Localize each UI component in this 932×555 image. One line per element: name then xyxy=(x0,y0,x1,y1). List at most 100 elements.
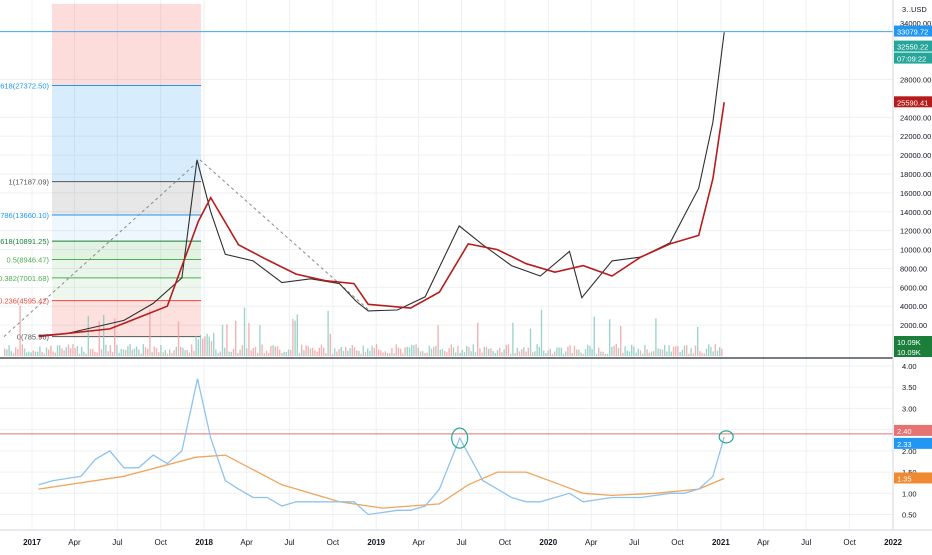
volume-bar xyxy=(675,346,677,356)
volume-bar xyxy=(125,349,127,356)
volume-bar xyxy=(188,352,191,356)
volume-bar xyxy=(41,351,43,356)
highlight-circle[interactable] xyxy=(451,427,469,449)
volume-bar xyxy=(166,353,169,356)
price-tick-label: 8000.00 xyxy=(900,264,927,273)
volume-bar xyxy=(263,353,265,356)
volume-bar xyxy=(719,347,721,356)
volume-bar xyxy=(43,353,45,356)
volume-bar xyxy=(417,347,419,356)
price-tick-label: 28000.00 xyxy=(900,76,931,85)
volume-bar xyxy=(296,314,298,356)
volume-bar xyxy=(15,347,17,356)
price-pane[interactable] xyxy=(0,31,893,338)
fib-level-label: 0.382(7001.68) xyxy=(0,274,50,283)
volume-bar xyxy=(360,353,362,356)
volume-bar xyxy=(397,347,400,356)
volume-bar xyxy=(609,319,611,356)
time-tick-label: Jul xyxy=(112,538,122,547)
ratio-line[interactable] xyxy=(38,378,725,516)
volume-bar xyxy=(120,349,122,356)
volume-bar xyxy=(510,353,512,356)
volume-bar xyxy=(714,344,716,356)
fib-zone xyxy=(52,259,201,278)
price-tick-label: 2000.00 xyxy=(900,321,927,330)
volume-bar xyxy=(611,346,613,356)
volume-bar xyxy=(679,352,681,356)
fib-level-label: 0(785.96) xyxy=(17,333,50,342)
volume-bar xyxy=(191,344,193,356)
volume-bar xyxy=(309,348,312,356)
volume-bar xyxy=(411,344,413,356)
volume-bar xyxy=(690,348,692,356)
volume-bar xyxy=(444,351,446,356)
volume-bar xyxy=(100,349,103,356)
fib-level-label: 0.236(4595.42) xyxy=(0,297,50,306)
volume-bar xyxy=(144,347,147,356)
volume-bar xyxy=(67,344,70,356)
fib-level-label: 0.5(8946.47) xyxy=(6,256,49,265)
ratio-pane[interactable] xyxy=(0,378,893,516)
time-tick-label: Apr xyxy=(585,538,598,547)
fibonacci-retracement[interactable]: 1.618(27372.50) 1(17187.09) 0.786(13660.10… xyxy=(0,4,371,342)
volume-bar xyxy=(151,352,153,356)
time-tick-label: 2018 xyxy=(195,538,213,547)
volume-bar xyxy=(613,345,615,356)
ratio-tick-label: 3.50 xyxy=(902,383,917,392)
volume-bar xyxy=(422,351,424,356)
volume-bar xyxy=(455,352,457,356)
volume-bar xyxy=(349,348,351,356)
volume-bar xyxy=(235,320,237,356)
volume-bar xyxy=(87,315,89,356)
volume-bar xyxy=(138,349,140,356)
volume-bar xyxy=(701,352,703,356)
volume-bar xyxy=(129,344,131,356)
volume-bar xyxy=(677,346,679,356)
price-tick-label: 20000.00 xyxy=(900,151,931,160)
volume-bar xyxy=(433,346,435,356)
volume-bar xyxy=(496,349,499,356)
volume-bar xyxy=(606,353,609,356)
currency-label: USD xyxy=(911,5,927,14)
volume-bar xyxy=(59,345,61,356)
highlight-circle[interactable] xyxy=(718,430,734,444)
volume-bar xyxy=(642,353,644,356)
volume-bar xyxy=(17,349,19,356)
volume-bar xyxy=(336,351,338,356)
volume-bar xyxy=(657,348,659,356)
volume-bar xyxy=(461,349,463,356)
time-tick-label: Oct xyxy=(499,538,512,547)
time-tick-label: Oct xyxy=(843,538,856,547)
time-tick-label: Jul xyxy=(629,538,639,547)
price-tick-label: 18000.00 xyxy=(900,170,931,179)
volume-bar xyxy=(501,352,503,356)
volume-bar xyxy=(604,353,606,356)
volume-bar xyxy=(626,350,628,356)
volume-bar xyxy=(628,351,631,356)
volume-bar xyxy=(712,351,714,356)
volume-bar xyxy=(195,335,197,356)
ratio-badge xyxy=(894,424,932,436)
volume-bar xyxy=(538,346,540,356)
ratio-ma-line[interactable] xyxy=(38,454,725,509)
volume-bar xyxy=(375,344,378,356)
volume-bar xyxy=(624,346,626,356)
fib-level-label: 0.786(13660.10) xyxy=(0,211,50,220)
price-line[interactable] xyxy=(38,32,725,337)
volume-bar xyxy=(692,353,694,356)
volume-bar xyxy=(230,351,232,356)
ratio-badge xyxy=(894,472,932,484)
volume-bar xyxy=(635,352,637,356)
volume-bar xyxy=(380,350,382,356)
volume-bar xyxy=(428,345,430,356)
moving-average-line[interactable] xyxy=(38,102,725,338)
volume-bar xyxy=(648,352,650,356)
volume-bar xyxy=(237,353,239,356)
volume-bar xyxy=(514,353,516,356)
volume-bar xyxy=(290,350,292,356)
volume-bar xyxy=(622,352,624,356)
volume-bar xyxy=(518,351,521,356)
volume-bar xyxy=(279,349,281,356)
volume-bar xyxy=(81,347,83,356)
volume-bar xyxy=(582,353,584,356)
